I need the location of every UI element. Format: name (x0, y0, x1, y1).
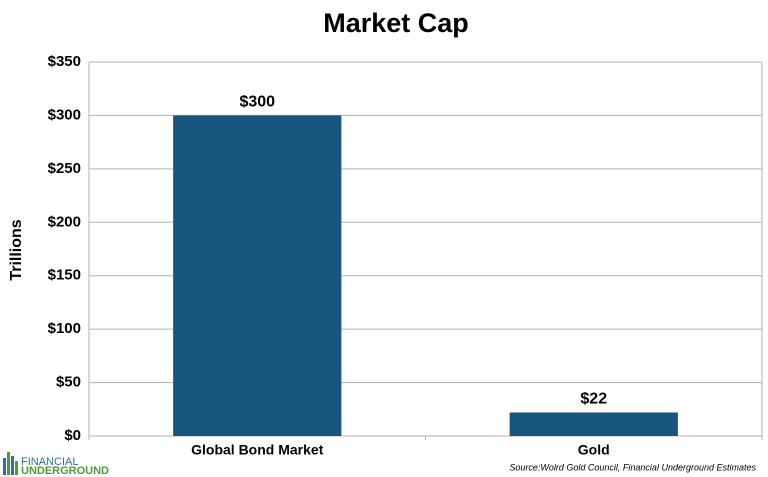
logo-icon (3, 458, 6, 475)
bar (509, 412, 678, 436)
logo: FINANCIAL UNDERGROUND (3, 452, 109, 477)
y-tick-label: $150 (48, 267, 81, 284)
y-tick-label: $300 (48, 106, 81, 123)
logo-icon (11, 456, 14, 475)
y-tick-label: $350 (48, 53, 81, 70)
value-label: $22 (580, 391, 607, 408)
y-tick-label: $50 (56, 374, 81, 391)
y-tick-label: $200 (48, 213, 81, 230)
bar (173, 115, 342, 436)
logo-icon (7, 452, 10, 475)
y-tick-label: $250 (48, 160, 81, 177)
y-axis-label: Trillions (8, 219, 25, 280)
logo-icon (15, 461, 18, 475)
logo-text: FINANCIAL (21, 456, 78, 468)
y-tick-label: $0 (64, 427, 81, 444)
x-tick-label: Gold (578, 442, 610, 458)
chart-title: Market Cap (323, 8, 469, 38)
source-note: Source:Wolrd Gold Council, Financial Und… (509, 462, 756, 472)
logo-text: UNDERGROUND (21, 465, 109, 477)
value-label: $300 (239, 94, 275, 111)
y-tick-label: $100 (48, 320, 81, 337)
x-tick-label: Global Bond Market (191, 442, 324, 458)
